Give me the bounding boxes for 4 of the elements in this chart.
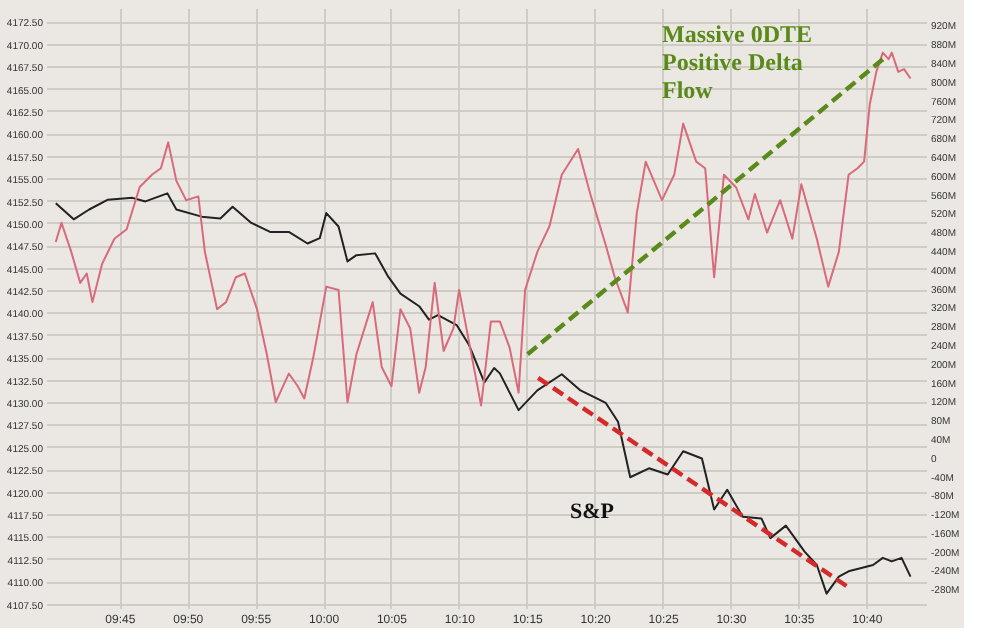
annotation: Massive 0DTE Positive Delta Flow: [662, 20, 812, 104]
annotation: S&P: [570, 500, 615, 524]
line-series: [54, 192, 912, 595]
line-series: [54, 51, 912, 407]
